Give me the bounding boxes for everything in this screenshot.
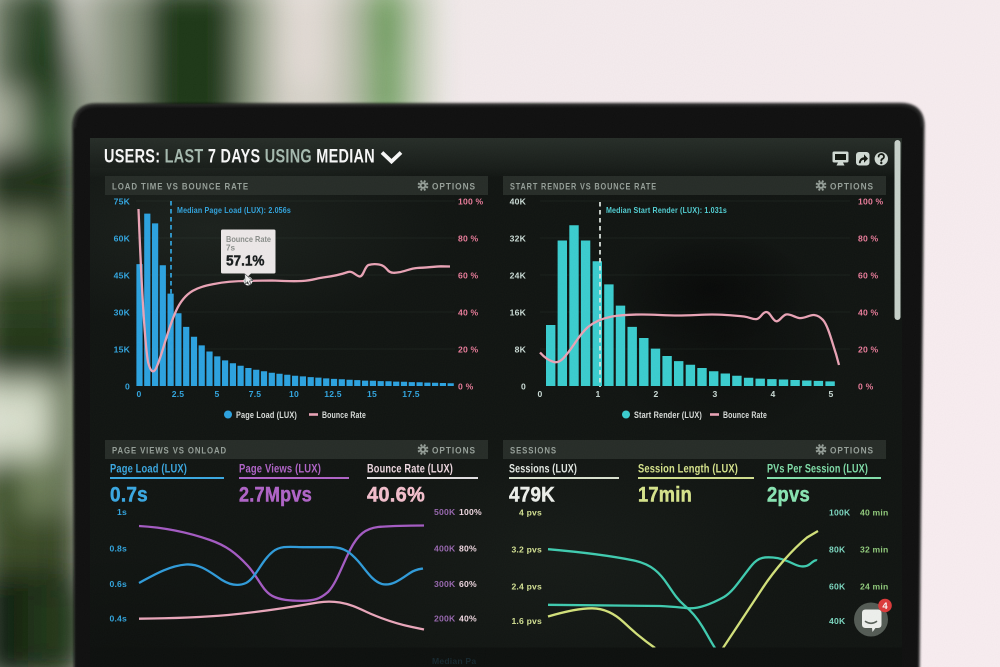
svg-text:32K: 32K (510, 234, 527, 244)
svg-text:40K: 40K (510, 197, 527, 207)
svg-text:OPTIONS: OPTIONS (830, 182, 874, 193)
svg-text:Start Render (LUX): Start Render (LUX) (634, 410, 702, 420)
svg-text:4: 4 (882, 601, 888, 612)
svg-text:0 %: 0 % (858, 382, 874, 392)
svg-text:0.4s: 0.4s (109, 614, 127, 624)
svg-text:40 %: 40 % (858, 308, 879, 318)
svg-text:400K: 400K (434, 544, 456, 554)
svg-text:Median Start Render (LUX): 1.0: Median Start Render (LUX): 1.031s (606, 205, 727, 215)
svg-text:80 %: 80 % (858, 234, 879, 244)
svg-text:2: 2 (654, 389, 659, 399)
svg-text:OPTIONS: OPTIONS (830, 446, 874, 457)
svg-text:60K: 60K (829, 582, 846, 592)
svg-text:2.5: 2.5 (172, 389, 185, 399)
svg-text:17.5: 17.5 (402, 389, 420, 399)
svg-text:40%: 40% (459, 614, 477, 624)
svg-text:Page Views (LUX): Page Views (LUX) (239, 464, 321, 476)
svg-text:Bounce Rate: Bounce Rate (723, 410, 767, 420)
svg-text:500K: 500K (434, 507, 456, 517)
svg-text:USERS: LAST 7 DAYS USING MEDIA: USERS: LAST 7 DAYS USING MEDIAN (104, 147, 375, 168)
svg-text:1s: 1s (117, 507, 127, 517)
svg-text:1.6 pvs: 1.6 pvs (511, 616, 542, 626)
svg-text:40.6%: 40.6% (367, 484, 425, 507)
svg-text:60 %: 60 % (858, 271, 879, 281)
svg-text:20 %: 20 % (458, 345, 479, 355)
svg-text:0: 0 (538, 389, 543, 399)
svg-text:Median Page Load (LUX): 2.056s: Median Page Load (LUX): 2.056s (177, 205, 291, 215)
svg-text:0.6s: 0.6s (109, 579, 127, 589)
svg-text:LOAD TIME VS BOUNCE RATE: LOAD TIME VS BOUNCE RATE (112, 182, 249, 193)
svg-text:5: 5 (829, 389, 834, 399)
svg-text:60 %: 60 % (458, 271, 479, 281)
svg-text:12.5: 12.5 (324, 389, 342, 399)
svg-text:15K: 15K (114, 345, 131, 355)
svg-text:2.7Mpvs: 2.7Mpvs (239, 484, 312, 507)
svg-text:40 min: 40 min (860, 508, 888, 518)
svg-text:0.7s: 0.7s (110, 484, 148, 507)
svg-text:24 min: 24 min (860, 582, 888, 592)
svg-text:2.4 pvs: 2.4 pvs (511, 582, 542, 592)
svg-text:Bounce Rate: Bounce Rate (226, 234, 271, 244)
svg-text:30K: 30K (114, 308, 131, 318)
svg-text:40 %: 40 % (458, 308, 479, 318)
svg-text:OPTIONS: OPTIONS (432, 182, 476, 193)
svg-text:8K: 8K (515, 345, 527, 355)
svg-text:0: 0 (137, 389, 142, 399)
svg-text:SESSIONS: SESSIONS (510, 446, 557, 457)
svg-text:4: 4 (771, 389, 776, 399)
svg-text:0.8s: 0.8s (109, 544, 127, 554)
svg-text:32 min: 32 min (860, 545, 888, 555)
svg-text:17min: 17min (638, 484, 692, 507)
svg-text:100 %: 100 % (858, 197, 884, 207)
svg-text:45K: 45K (114, 271, 131, 281)
svg-text:80K: 80K (829, 545, 846, 555)
svg-text:80 %: 80 % (458, 234, 479, 244)
svg-text:0 %: 0 % (458, 382, 474, 392)
svg-text:75K: 75K (114, 197, 131, 207)
svg-text:2pvs: 2pvs (767, 484, 810, 507)
svg-text:1: 1 (596, 389, 601, 399)
svg-text:Median Pa: Median Pa (432, 656, 476, 666)
svg-text:60K: 60K (114, 234, 131, 244)
svg-text:3.2 pvs: 3.2 pvs (511, 545, 542, 555)
svg-text:60%: 60% (459, 579, 477, 589)
svg-text:Sessions (LUX): Sessions (LUX) (509, 464, 577, 476)
svg-text:10: 10 (289, 389, 299, 399)
svg-text:80%: 80% (459, 544, 477, 554)
svg-text:7s: 7s (226, 244, 236, 253)
svg-text:PVs Per Session (LUX): PVs Per Session (LUX) (767, 464, 868, 476)
svg-text:40K: 40K (829, 616, 846, 626)
svg-text:0: 0 (125, 382, 130, 392)
svg-text:100%: 100% (459, 507, 482, 517)
svg-text:OPTIONS: OPTIONS (432, 446, 476, 457)
svg-text:100K: 100K (829, 508, 851, 518)
svg-text:Page Load (LUX): Page Load (LUX) (236, 410, 297, 420)
svg-text:24K: 24K (510, 271, 527, 281)
svg-text:PAGE VIEWS VS ONLOAD: PAGE VIEWS VS ONLOAD (112, 446, 227, 457)
svg-text:Session Length (LUX): Session Length (LUX) (638, 464, 738, 476)
svg-text:200K: 200K (434, 614, 456, 624)
svg-text:4 pvs: 4 pvs (519, 508, 542, 518)
svg-text:300K: 300K (434, 579, 456, 589)
svg-text:START RENDER VS BOUNCE RATE: START RENDER VS BOUNCE RATE (510, 182, 657, 193)
svg-text:Page Load (LUX): Page Load (LUX) (110, 464, 187, 476)
svg-text:57.1%: 57.1% (226, 254, 265, 270)
svg-text:5: 5 (215, 389, 220, 399)
svg-text:16K: 16K (510, 308, 527, 318)
svg-text:0: 0 (521, 382, 526, 392)
svg-text:100 %: 100 % (458, 197, 484, 207)
svg-text:479K: 479K (509, 484, 555, 507)
svg-text:7.5: 7.5 (249, 389, 262, 399)
svg-text:3: 3 (713, 389, 718, 399)
svg-text:Bounce Rate: Bounce Rate (322, 410, 366, 420)
svg-text:Bounce Rate (LUX): Bounce Rate (LUX) (367, 464, 453, 476)
svg-text:15: 15 (367, 389, 377, 399)
svg-text:20 %: 20 % (858, 345, 879, 355)
